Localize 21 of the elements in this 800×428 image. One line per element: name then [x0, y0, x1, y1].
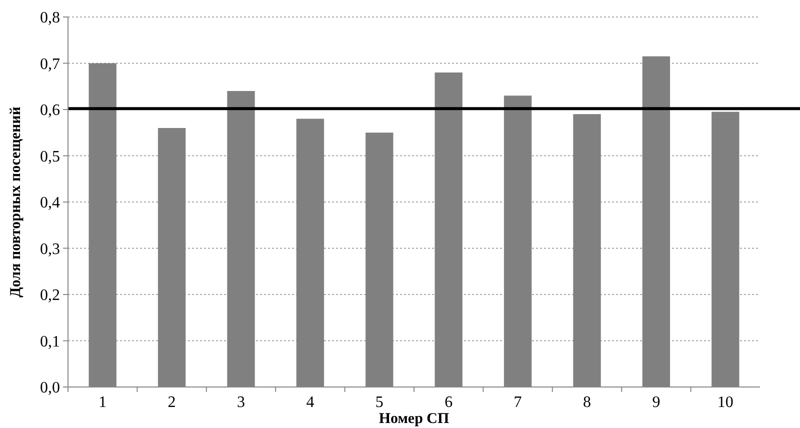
x-tick-label: 7: [514, 394, 522, 411]
y-axis-title: Доля повторных посещений: [8, 106, 24, 298]
x-tick-label: 8: [583, 394, 591, 411]
y-tick-label: 0,0: [40, 380, 60, 397]
y-tick-label: 0,7: [40, 56, 60, 73]
y-tick-label: 0,3: [40, 240, 60, 258]
y-tick-label: 0,6: [40, 102, 60, 120]
x-tick-label: 10: [717, 394, 734, 411]
y-tick-label: 0,4: [40, 194, 60, 212]
y-tick-label: 0,1: [40, 333, 60, 350]
y-tick-label: 0,2: [40, 287, 60, 304]
x-tick-label: 5: [375, 394, 384, 411]
x-tick-label: 6: [444, 394, 453, 411]
x-tick-label: 2: [168, 394, 176, 411]
x-tick-label: 1: [98, 394, 107, 411]
x-tick-label: 3: [237, 394, 245, 411]
x-tick-label: 4: [306, 394, 314, 411]
y-tick-label: 0,5: [40, 148, 60, 166]
x-tick-label: 9: [652, 394, 660, 411]
y-tick-label: 0,8: [40, 10, 60, 27]
x-axis-title: Номер СП: [378, 411, 450, 427]
